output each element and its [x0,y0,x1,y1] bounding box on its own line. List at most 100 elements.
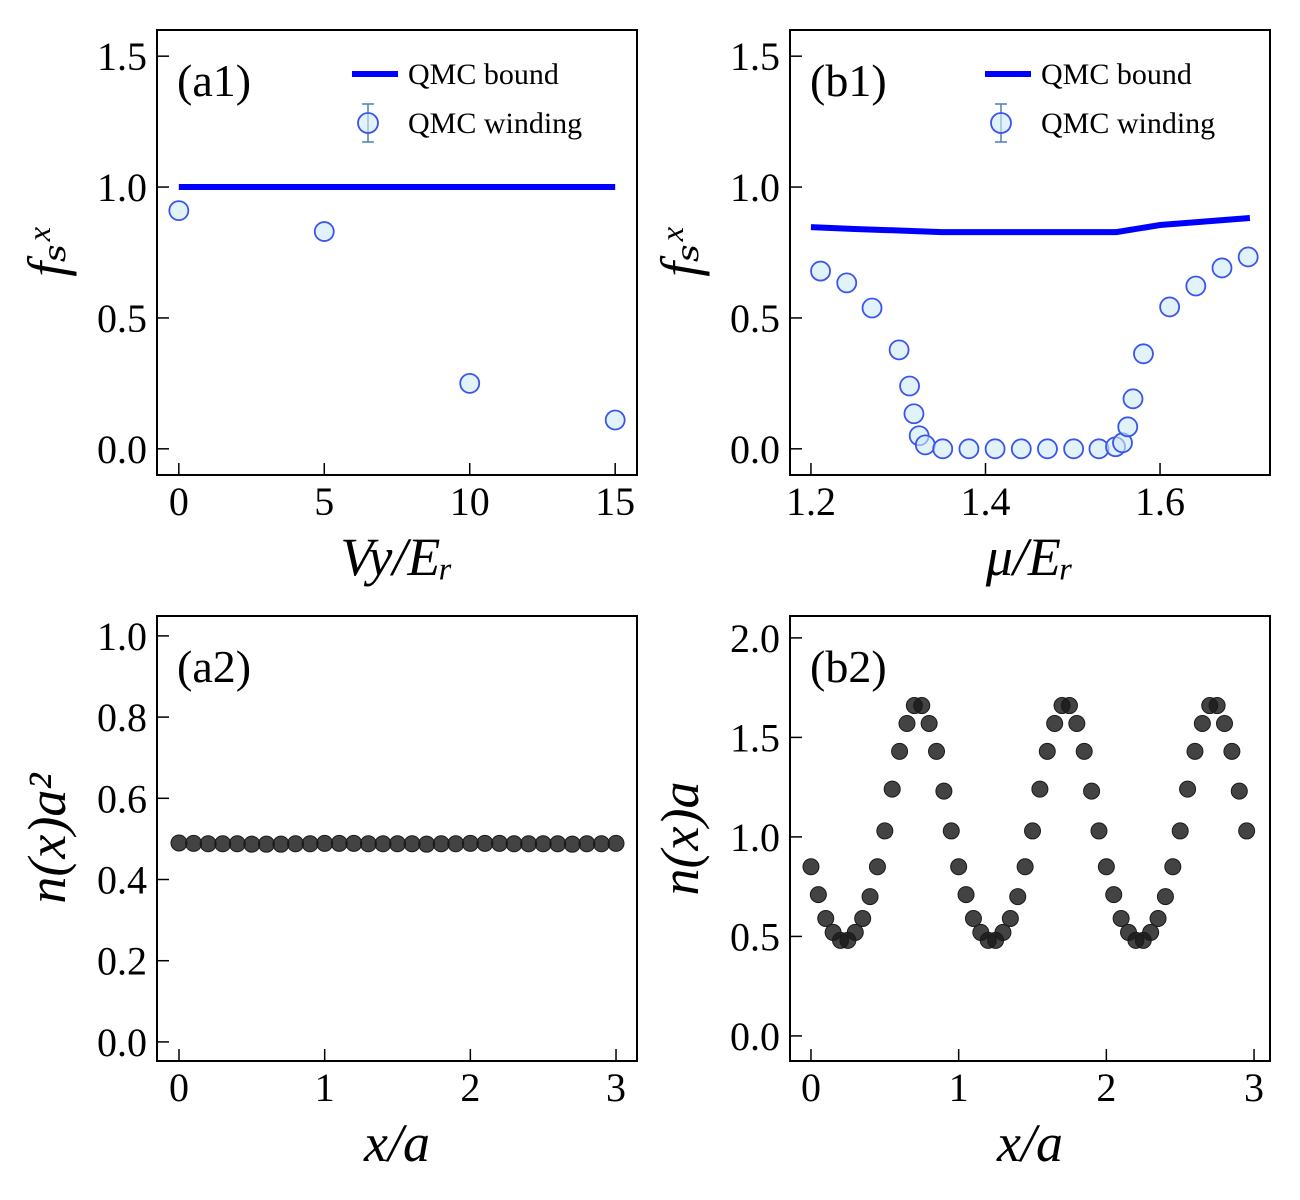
panel-label: (b2) [810,641,887,692]
marker [1237,246,1259,268]
marker [1208,697,1226,715]
marker [920,714,938,732]
x-tick-label: 10 [450,479,490,524]
x-tick-label: 1 [315,1065,335,1110]
marker [1230,782,1248,800]
panel: 0 1 2 3 0.0 0.2 0.4 0.6 0.8 1.0 (a2) x/a n(x)a² [17,614,638,1173]
marker [549,835,567,853]
x-tick-label: 5 [314,479,334,524]
marker [1142,923,1160,941]
y-tick-label: 0.5 [97,296,147,341]
legend-label: QMC winding [408,107,582,140]
marker [854,910,872,928]
panel: 0 5 10 15 0.0 0.5 1.0 1.5 (a1) Vy/Eᵣ fₛˣ QMC bound Q… [17,29,638,587]
marker [958,438,980,460]
marker [876,822,894,840]
marker [1060,697,1078,715]
panel: 1.2 1.4 1.6 0.0 0.5 1.0 1.5 (b1) μ/Eᵣ fₛˣ QMC boun… [650,29,1271,587]
marker [1038,742,1056,760]
marker [861,888,879,906]
marker [1186,742,1204,760]
marker [1090,822,1108,840]
marker [898,714,916,732]
x-tick-label: 1 [949,1065,969,1110]
panel-label: (a1) [177,55,251,106]
marker [1171,822,1189,840]
y-tick-label: 0.4 [97,858,147,903]
y-axis-label: fₛˣ [650,227,710,277]
marker [928,742,946,760]
marker [243,835,261,853]
marker [505,835,523,853]
marker [899,375,920,397]
marker [817,910,835,928]
marker [1238,822,1256,840]
marker [891,742,909,760]
marker [1164,858,1182,876]
plot-frame [789,615,1271,1062]
x-axis-label: x/a [996,1113,1063,1173]
x-tick-label: 2 [1096,1065,1116,1110]
panel-label: (b1) [810,55,887,106]
marker [1016,858,1034,876]
marker [459,372,481,394]
marker [1159,296,1181,318]
legend-label: QMC bound [1041,58,1192,91]
marker [861,297,883,319]
marker [846,923,864,941]
plot-frame [156,615,638,1062]
marker [1024,822,1042,840]
marker [1193,714,1211,732]
marker [935,782,953,800]
marker [1112,910,1130,928]
marker [1105,886,1123,904]
marker [604,409,626,431]
marker [903,403,925,425]
marker [214,835,232,853]
marker [913,697,931,715]
x-axis-label: x/a [363,1113,430,1173]
marker [418,835,436,853]
marker [389,835,407,853]
legend-swatch [990,112,1012,134]
marker [257,835,275,853]
x-tick-label: 1.2 [786,479,836,524]
y-tick-label: 1.0 [97,165,147,210]
marker [1133,343,1154,365]
x-axis-label: Vy/Eᵣ [340,527,453,587]
x-tick-label: 2 [460,1065,480,1110]
panel: 0 1 2 3 0.0 0.5 1.0 1.5 2.0 (b2) x/a n(x)a [650,615,1271,1173]
marker [1010,438,1032,460]
y-tick-label: 2.0 [730,616,780,661]
y-tick-label: 0.5 [730,914,780,959]
marker [563,835,581,853]
x-tick-label: 15 [595,479,635,524]
x-tick-label: 0 [169,479,189,524]
marker [1083,782,1101,800]
marker [810,260,831,282]
x-tick-label: 1.4 [960,479,1010,524]
y-tick-label: 0.6 [97,776,147,821]
marker [476,834,494,852]
marker [888,339,910,361]
y-tick-label: 0.2 [97,939,147,984]
marker [168,200,190,222]
marker [957,886,975,904]
y-tick-label: 0.0 [730,427,780,472]
x-tick-label: 0 [801,1065,821,1110]
y-tick-label: 0.5 [730,296,780,341]
marker [1185,275,1207,297]
x-tick-label: 0 [169,1065,189,1110]
y-tick-label: 0.0 [97,427,147,472]
marker [883,780,901,798]
y-tick-label: 1.5 [730,715,780,760]
y-tick-label: 0.8 [97,695,147,740]
marker [534,835,552,853]
x-tick-label: 3 [1244,1065,1264,1110]
marker [461,834,479,852]
y-tick-label: 1.0 [97,614,147,659]
y-axis-label: n(x)a² [17,773,77,904]
marker [170,834,188,852]
plot-frame [789,29,1271,476]
